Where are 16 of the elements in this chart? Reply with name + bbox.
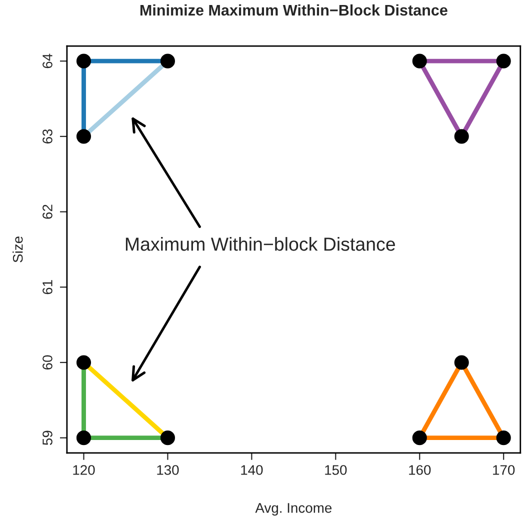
x-tick-label: 140 xyxy=(241,465,263,475)
x-tick-label: 160 xyxy=(409,465,431,475)
y-tick-label: 64 xyxy=(42,54,52,68)
x-axis-title: Avg. Income xyxy=(255,503,332,516)
x-tick-label: 120 xyxy=(73,465,95,475)
y-axis-title: Size xyxy=(12,236,23,262)
y-tick-label: 60 xyxy=(42,355,52,370)
y-tick-label: 62 xyxy=(42,204,52,219)
y-tick-label: 61 xyxy=(42,280,52,294)
x-tick-label: 130 xyxy=(157,465,179,475)
chart-title: Minimize Maximum Within−Block Distance xyxy=(140,4,448,16)
annotation: Maximum Within−block Distance xyxy=(126,237,395,251)
y-tick-label: 63 xyxy=(42,129,52,144)
y-tick-label: 59 xyxy=(42,430,52,445)
x-tick-label: 170 xyxy=(493,465,515,475)
x-tick-label: 150 xyxy=(325,465,347,475)
